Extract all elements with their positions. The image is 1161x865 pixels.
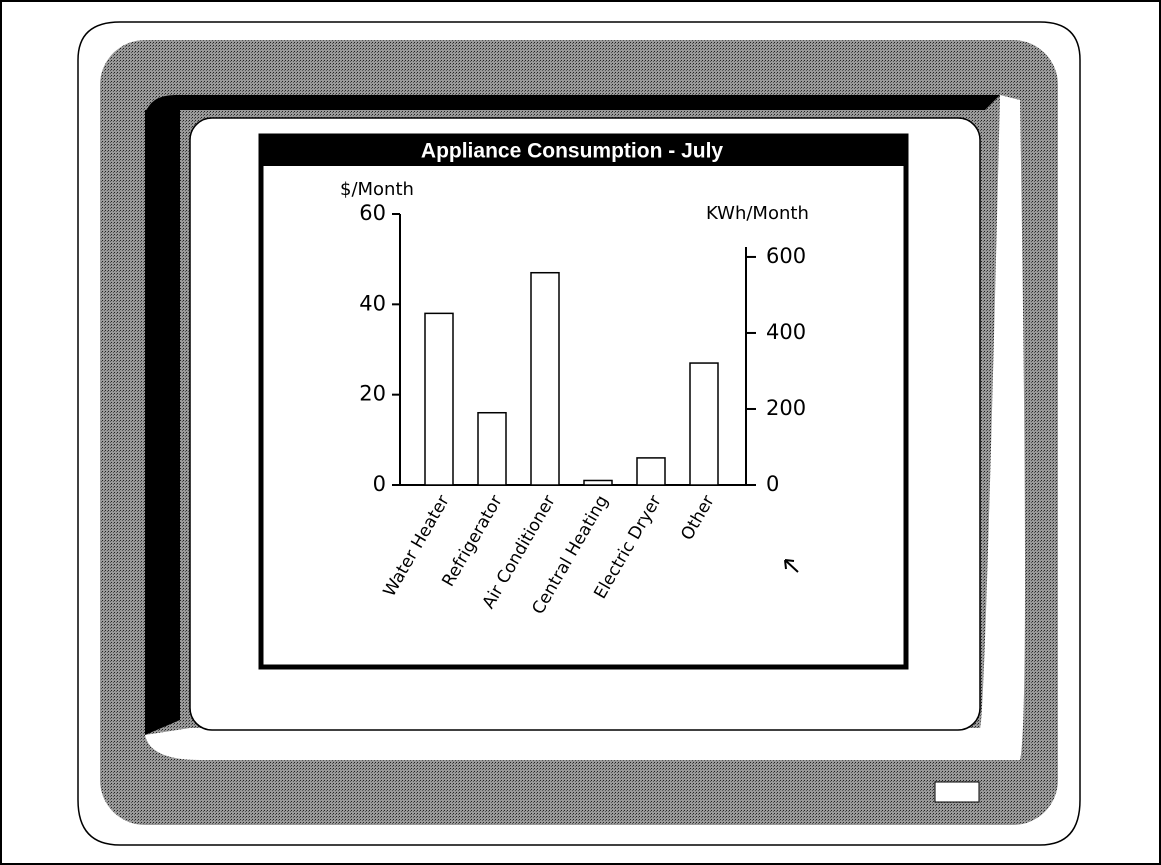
bar — [583, 479, 613, 486]
bezel-shadow-left — [145, 110, 180, 735]
y2-tick-label: 0 — [766, 472, 779, 496]
y2-tick-label: 200 — [766, 396, 806, 420]
cursor — [784, 559, 799, 573]
chart-frame — [258, 133, 909, 670]
y2-axis-label: KWh/Month — [706, 203, 809, 224]
bar — [636, 457, 666, 486]
y-tick-label: 0 — [373, 472, 386, 496]
bar — [424, 312, 454, 486]
power-button — [934, 781, 980, 803]
bezel-shadow — [145, 95, 1000, 115]
y-tick-label: 20 — [359, 382, 386, 406]
y-axis-label: $/Month — [340, 179, 414, 200]
title-bar — [261, 136, 906, 166]
chart-title: Appliance Consumption - July — [421, 140, 724, 163]
bar — [530, 271, 560, 486]
y-tick-label: 40 — [359, 291, 386, 315]
y2-tick-label: 400 — [766, 320, 806, 344]
bar — [477, 411, 507, 486]
bar — [689, 362, 719, 486]
y-tick-label: 60 — [359, 201, 386, 225]
y2-tick-label: 600 — [766, 244, 806, 268]
